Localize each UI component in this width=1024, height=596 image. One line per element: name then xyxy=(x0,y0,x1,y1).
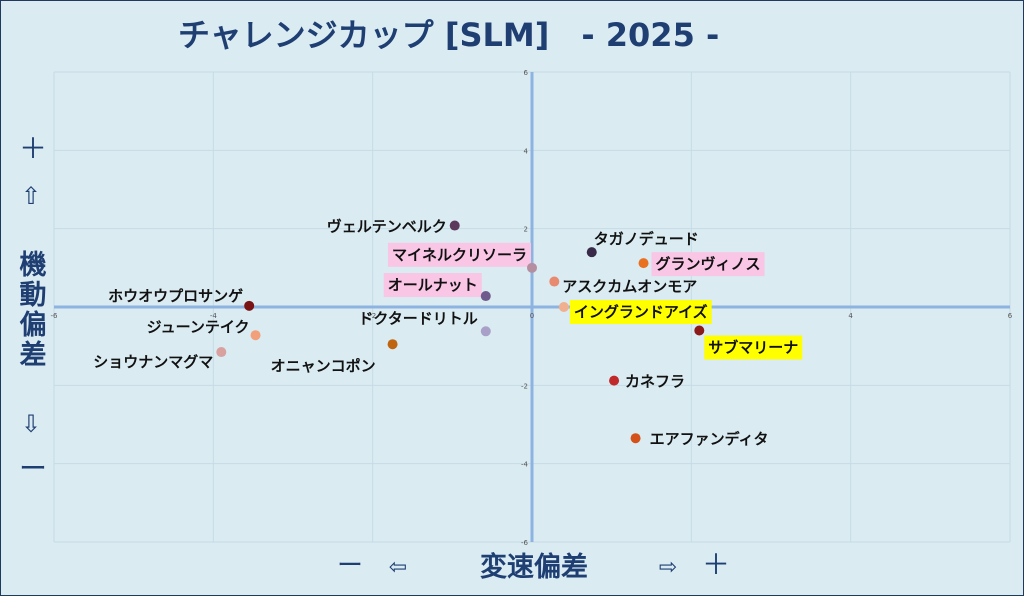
point-label: ホウオウプロサンゲ xyxy=(108,287,243,305)
x-plus-sign: ＋ xyxy=(702,548,730,581)
y-tick-label: 4 xyxy=(524,147,529,155)
data-point-group: アスクカムオンモア xyxy=(549,276,697,296)
point-label: タガノデュード xyxy=(594,230,699,248)
chart-title: チャレンジカップ [SLM] - 2025 - xyxy=(178,16,719,54)
data-point-group: オニャンコポン xyxy=(271,339,398,375)
data-point-group: ヴェルテンベルク xyxy=(327,218,460,236)
point-label: イングランドアイズ xyxy=(574,303,708,321)
x-tick-label: 4 xyxy=(848,312,853,320)
data-point-group: ホウオウプロサンゲ xyxy=(108,287,255,311)
data-point-group: タガノデュード xyxy=(586,230,699,258)
data-point xyxy=(586,247,597,258)
data-point xyxy=(558,302,569,312)
y-tick-label: -2 xyxy=(521,382,528,390)
y-plus-sign: ＋ xyxy=(19,132,47,165)
data-point xyxy=(244,300,255,311)
data-point-group: ショウナンマグマ xyxy=(93,347,227,371)
point-label: ヴェルテンベルク xyxy=(327,218,447,236)
data-point xyxy=(449,220,460,231)
data-point xyxy=(480,326,491,337)
label-highlight xyxy=(387,242,531,267)
x-left-arrow-icon: ⇦ xyxy=(389,555,407,580)
data-point-group: エアファンディタ xyxy=(630,430,769,448)
label-highlight xyxy=(651,252,765,277)
data-point-group: カネフラ xyxy=(609,373,685,391)
data-point xyxy=(694,325,705,336)
x-axis-title: ー ⇦ 変速偏差 ⇨ ＋ xyxy=(337,548,730,583)
data-point-group: サブマリーナ xyxy=(694,325,803,360)
data-point xyxy=(480,291,491,302)
y-down-arrow-icon: ⇩ xyxy=(21,410,41,438)
x-axis-label: 変速偏差 xyxy=(480,551,588,583)
x-tick-label: -4 xyxy=(210,312,218,320)
y-axis-label: 機動偏差 xyxy=(20,250,47,371)
x-tick-label: 0 xyxy=(530,312,534,320)
point-label: ジューンテイク xyxy=(147,318,250,336)
point-label: オールナット xyxy=(388,276,478,294)
y-minus-sign: ー xyxy=(19,452,47,485)
data-point xyxy=(638,258,649,269)
x-tick-label: 6 xyxy=(1008,312,1013,320)
point-label: オニャンコポン xyxy=(271,357,376,375)
point-label: マイネルクリソーラ xyxy=(392,246,527,264)
y-up-arrow-icon: ⇧ xyxy=(21,182,41,210)
x-right-arrow-icon: ⇨ xyxy=(659,555,677,580)
x-tick-label: -6 xyxy=(51,312,59,320)
data-point-group: マイネルクリソーラ xyxy=(387,242,537,273)
data-point-group: ジューンテイク xyxy=(147,318,261,341)
data-point xyxy=(250,330,261,341)
point-label: サブマリーナ xyxy=(708,339,798,357)
data-point xyxy=(527,262,537,273)
y-tick-label: -4 xyxy=(521,461,529,469)
axes xyxy=(54,72,1010,542)
label-highlight xyxy=(383,273,482,298)
y-axis-title: ＋ ⇧ 機動偏差 ⇩ ー xyxy=(19,132,47,485)
point-label: ドクタードリトル xyxy=(358,309,477,327)
x-tick-label: -2 xyxy=(369,312,376,320)
point-label: エアファンディタ xyxy=(650,430,769,448)
y-tick-label: -6 xyxy=(521,539,529,547)
data-point-group: ドクタードリトル xyxy=(358,309,491,337)
data-point xyxy=(216,347,227,358)
label-highlight xyxy=(569,300,712,324)
data-point xyxy=(609,375,620,386)
data-point-group: イングランドアイズ xyxy=(558,300,712,324)
data-point xyxy=(387,339,398,350)
y-tick-label: 2 xyxy=(524,226,528,234)
point-label: グランヴィノス xyxy=(656,255,761,273)
x-minus-sign: ー xyxy=(337,551,363,581)
data-point xyxy=(630,433,641,444)
data-point-group: オールナット xyxy=(383,273,491,302)
point-label: アスクカムオンモア xyxy=(562,278,697,296)
point-label: カネフラ xyxy=(625,373,685,391)
data-point xyxy=(549,276,560,287)
label-highlight xyxy=(704,335,803,360)
point-label: ショウナンマグマ xyxy=(93,353,213,371)
data-point-group: グランヴィノス xyxy=(638,252,765,277)
y-tick-label: 6 xyxy=(524,69,529,77)
